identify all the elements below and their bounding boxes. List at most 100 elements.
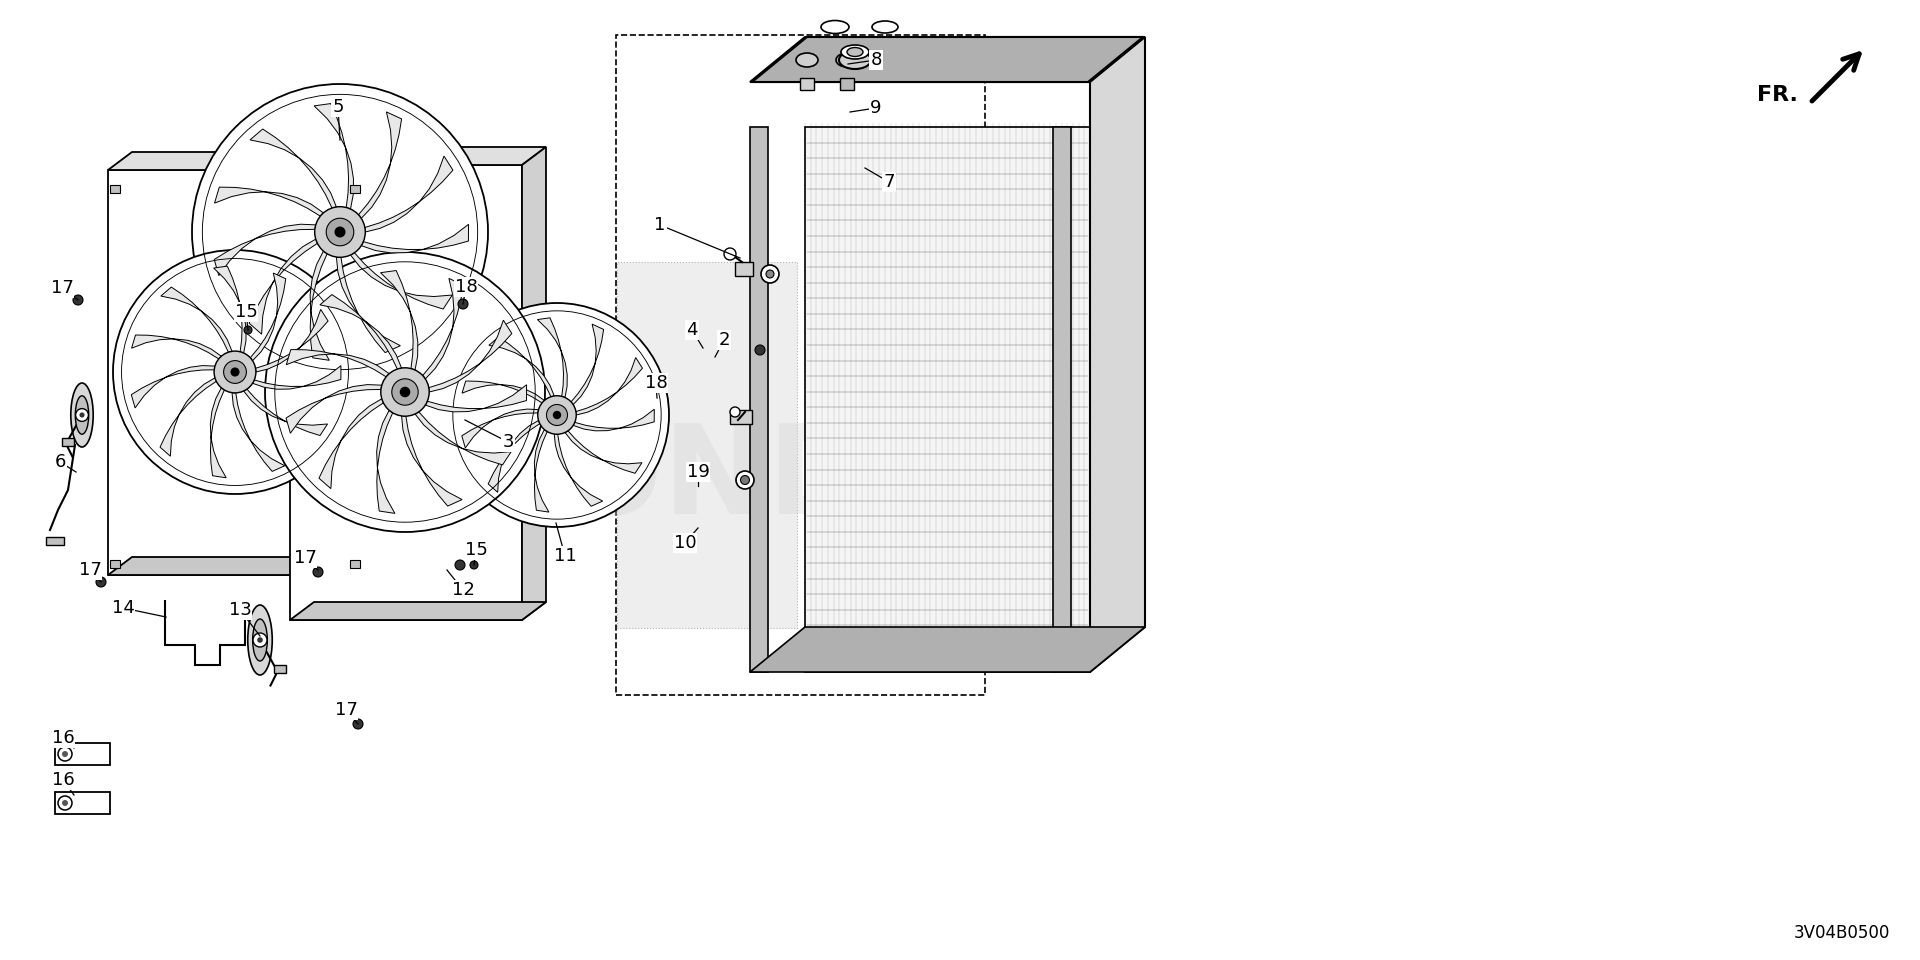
Bar — [735, 262, 753, 276]
Bar — [841, 78, 854, 90]
Polygon shape — [253, 366, 342, 389]
Text: 7: 7 — [883, 173, 895, 191]
Ellipse shape — [841, 45, 870, 59]
Bar — [616, 262, 797, 628]
Ellipse shape — [71, 383, 94, 447]
Polygon shape — [319, 398, 384, 489]
Ellipse shape — [835, 53, 858, 67]
Ellipse shape — [839, 51, 872, 69]
Polygon shape — [315, 104, 353, 209]
Polygon shape — [131, 366, 215, 408]
Polygon shape — [132, 335, 221, 359]
Circle shape — [113, 250, 357, 494]
Polygon shape — [522, 147, 545, 620]
Polygon shape — [538, 318, 566, 397]
Bar — [108, 170, 363, 575]
Polygon shape — [751, 627, 1144, 672]
Polygon shape — [232, 393, 284, 471]
Polygon shape — [576, 357, 643, 415]
Polygon shape — [215, 225, 315, 276]
Polygon shape — [351, 252, 453, 309]
Text: 4: 4 — [685, 321, 697, 339]
Bar — [109, 560, 119, 568]
Text: 19: 19 — [687, 463, 708, 481]
Circle shape — [553, 411, 561, 420]
Polygon shape — [463, 381, 545, 403]
Polygon shape — [108, 557, 388, 575]
Bar — [1052, 127, 1071, 672]
Text: 16: 16 — [52, 729, 75, 747]
Ellipse shape — [253, 619, 267, 661]
Polygon shape — [286, 349, 390, 377]
Text: 3: 3 — [503, 433, 515, 451]
Polygon shape — [422, 278, 463, 379]
Polygon shape — [361, 225, 468, 252]
Polygon shape — [211, 388, 227, 478]
Polygon shape — [363, 152, 388, 575]
Text: 1: 1 — [655, 216, 666, 234]
Circle shape — [724, 248, 735, 260]
Polygon shape — [250, 239, 317, 334]
Polygon shape — [286, 385, 382, 433]
Bar — [56, 792, 109, 814]
Polygon shape — [161, 287, 232, 352]
Polygon shape — [555, 434, 603, 506]
Bar — [349, 185, 361, 193]
Bar — [616, 35, 985, 695]
Bar — [801, 78, 814, 90]
Text: FR.: FR. — [1757, 85, 1797, 105]
Bar — [109, 185, 119, 193]
Polygon shape — [311, 252, 330, 360]
Polygon shape — [244, 389, 328, 436]
Circle shape — [470, 561, 478, 569]
Text: 17: 17 — [50, 279, 73, 297]
Ellipse shape — [248, 605, 273, 675]
Text: 17: 17 — [334, 701, 357, 719]
Circle shape — [265, 252, 545, 532]
Circle shape — [380, 368, 430, 417]
Ellipse shape — [797, 53, 818, 67]
Polygon shape — [159, 378, 217, 456]
Polygon shape — [426, 385, 526, 412]
Text: 18: 18 — [455, 278, 478, 296]
Text: 15: 15 — [234, 303, 257, 321]
Text: 13: 13 — [228, 601, 252, 619]
Bar — [61, 438, 75, 445]
Circle shape — [399, 387, 411, 397]
Text: 16: 16 — [52, 771, 75, 789]
Polygon shape — [1091, 37, 1144, 672]
Polygon shape — [290, 147, 545, 165]
Circle shape — [215, 351, 255, 393]
Circle shape — [75, 409, 88, 421]
Text: 18: 18 — [645, 374, 668, 392]
Text: HONDA: HONDA — [451, 420, 968, 540]
Circle shape — [326, 218, 353, 246]
Circle shape — [61, 800, 67, 806]
Bar — [349, 560, 361, 568]
Ellipse shape — [75, 396, 88, 434]
Polygon shape — [365, 156, 453, 232]
Text: 14: 14 — [111, 599, 134, 617]
Circle shape — [547, 404, 568, 425]
Bar — [56, 743, 109, 765]
Polygon shape — [321, 295, 401, 369]
Polygon shape — [570, 324, 603, 404]
Text: 12: 12 — [451, 581, 474, 599]
Polygon shape — [753, 37, 1142, 82]
Bar — [273, 665, 286, 673]
Text: 17: 17 — [79, 561, 102, 579]
Circle shape — [315, 206, 365, 257]
Bar — [751, 127, 768, 672]
Polygon shape — [751, 37, 1144, 82]
Polygon shape — [213, 266, 246, 353]
Polygon shape — [574, 409, 655, 431]
Polygon shape — [376, 410, 396, 514]
Polygon shape — [290, 602, 545, 620]
Circle shape — [459, 299, 468, 309]
Circle shape — [334, 227, 346, 237]
Polygon shape — [215, 187, 323, 216]
Circle shape — [760, 265, 780, 283]
Text: 8: 8 — [870, 51, 881, 69]
Text: 5: 5 — [332, 98, 344, 116]
Circle shape — [223, 361, 246, 383]
